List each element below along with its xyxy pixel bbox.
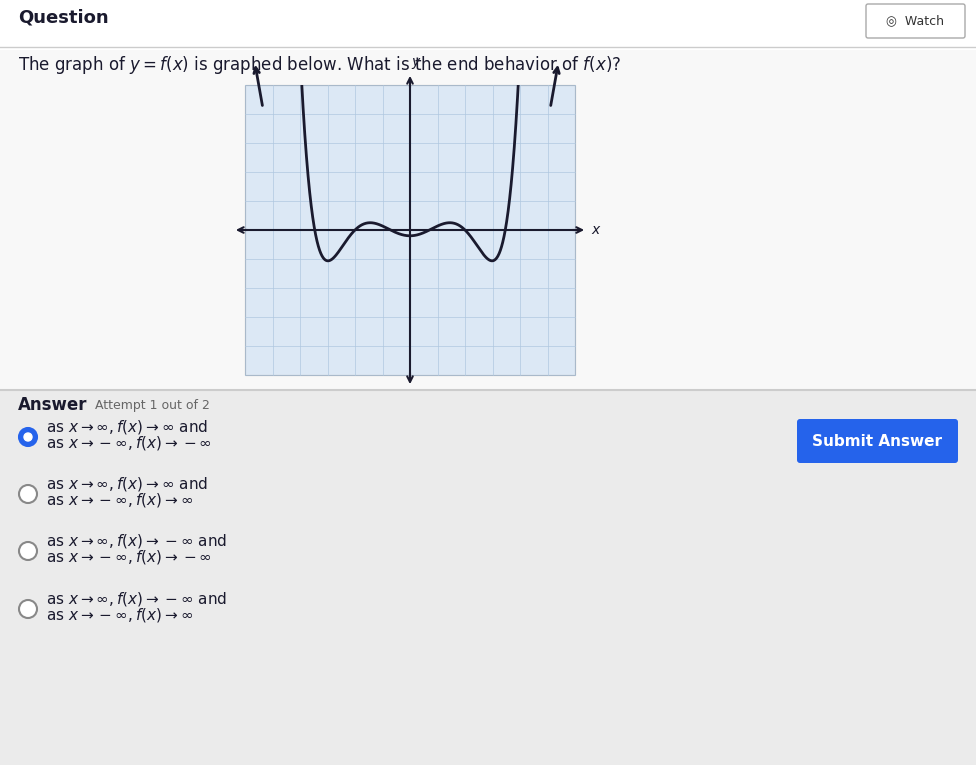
Text: as $x \to -\infty, f(x) \to -\infty$: as $x \to -\infty, f(x) \to -\infty$ — [46, 434, 212, 452]
FancyBboxPatch shape — [797, 419, 958, 463]
Text: as $x \to -\infty, f(x) \to \infty$: as $x \to -\infty, f(x) \to \infty$ — [46, 491, 193, 509]
Circle shape — [24, 433, 32, 441]
Text: Attempt 1 out of 2: Attempt 1 out of 2 — [95, 399, 210, 412]
FancyBboxPatch shape — [0, 0, 976, 50]
FancyBboxPatch shape — [866, 4, 965, 38]
Text: $y$: $y$ — [411, 56, 422, 71]
Text: Question: Question — [18, 8, 108, 26]
Text: Submit Answer: Submit Answer — [812, 434, 942, 448]
Circle shape — [19, 428, 37, 446]
Text: Answer: Answer — [18, 396, 88, 414]
Circle shape — [19, 600, 37, 618]
FancyBboxPatch shape — [0, 50, 976, 395]
Text: ◎  Watch: ◎ Watch — [886, 15, 944, 28]
Text: as $x \to -\infty, f(x) \to -\infty$: as $x \to -\infty, f(x) \to -\infty$ — [46, 548, 212, 566]
Text: as $x \to \infty, f(x) \to -\infty$ and: as $x \to \infty, f(x) \to -\infty$ and — [46, 532, 227, 550]
FancyBboxPatch shape — [0, 390, 976, 765]
Circle shape — [19, 542, 37, 560]
Text: $x$: $x$ — [591, 223, 601, 237]
Text: as $x \to \infty, f(x) \to \infty$ and: as $x \to \infty, f(x) \to \infty$ and — [46, 418, 208, 436]
Text: as $x \to \infty, f(x) \to \infty$ and: as $x \to \infty, f(x) \to \infty$ and — [46, 475, 208, 493]
Text: The graph of $y = f(x)$ is graphed below. What is the end behavior of $f(x)$?: The graph of $y = f(x)$ is graphed below… — [18, 54, 622, 76]
Text: as $x \to \infty, f(x) \to -\infty$ and: as $x \to \infty, f(x) \to -\infty$ and — [46, 590, 227, 608]
FancyBboxPatch shape — [245, 85, 575, 375]
Text: as $x \to -\infty, f(x) \to \infty$: as $x \to -\infty, f(x) \to \infty$ — [46, 606, 193, 624]
Circle shape — [19, 485, 37, 503]
